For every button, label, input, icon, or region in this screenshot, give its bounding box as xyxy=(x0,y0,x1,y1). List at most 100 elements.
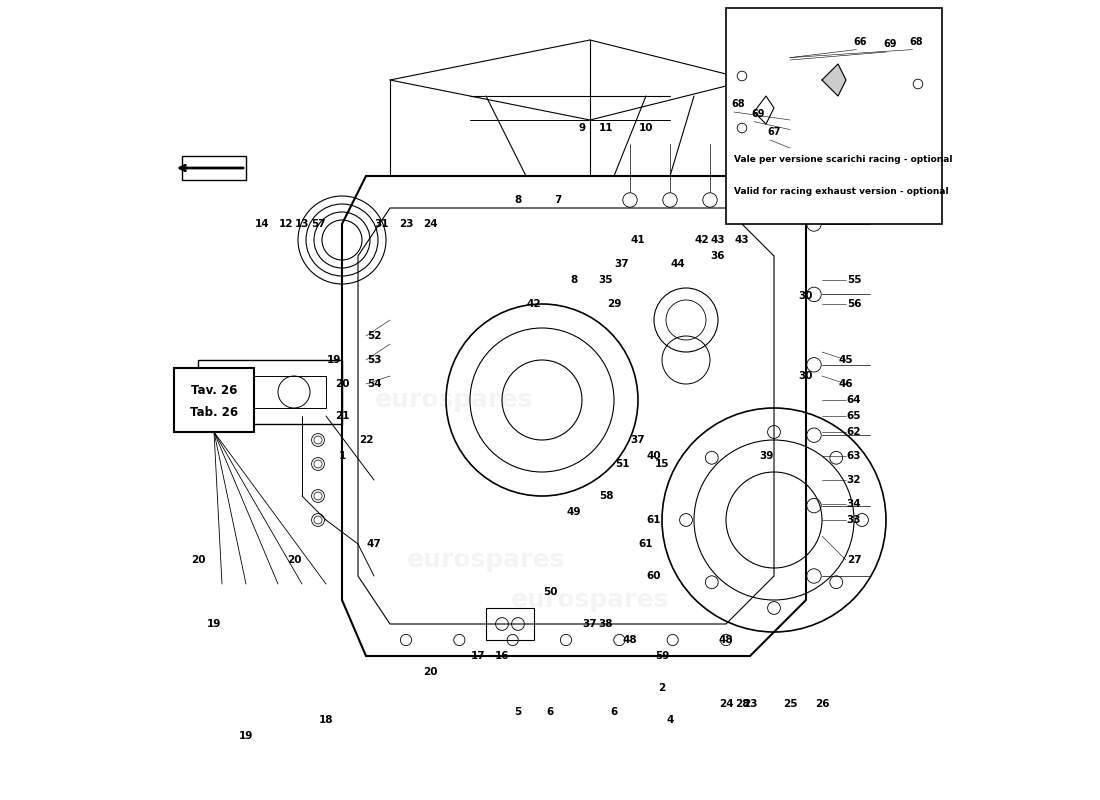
Text: 16: 16 xyxy=(495,651,509,661)
Text: 2: 2 xyxy=(659,683,666,693)
Text: 20: 20 xyxy=(334,379,350,389)
Text: 30: 30 xyxy=(799,371,813,381)
Text: 62: 62 xyxy=(847,427,861,437)
Circle shape xyxy=(314,492,322,500)
Text: 25: 25 xyxy=(783,699,798,709)
Text: 63: 63 xyxy=(847,451,861,461)
Text: eurospares: eurospares xyxy=(375,388,534,412)
Text: 22: 22 xyxy=(359,435,373,445)
Circle shape xyxy=(314,460,322,468)
Bar xyxy=(182,156,246,180)
Text: 67: 67 xyxy=(768,127,781,137)
Text: 59: 59 xyxy=(654,651,669,661)
Text: 8: 8 xyxy=(515,195,521,205)
Text: 58: 58 xyxy=(598,491,614,501)
Text: 43: 43 xyxy=(711,235,725,245)
Text: 45: 45 xyxy=(838,355,854,365)
Text: 37: 37 xyxy=(630,435,646,445)
Text: 69: 69 xyxy=(883,39,896,49)
Text: 41: 41 xyxy=(630,235,646,245)
Text: 54: 54 xyxy=(366,379,382,389)
Text: 10: 10 xyxy=(639,123,653,133)
Text: 36: 36 xyxy=(711,251,725,261)
Text: 19: 19 xyxy=(207,619,221,629)
Text: 35: 35 xyxy=(598,275,614,285)
Bar xyxy=(726,8,942,224)
Text: 50: 50 xyxy=(542,587,558,597)
Text: 24: 24 xyxy=(718,699,734,709)
Polygon shape xyxy=(822,64,846,96)
Text: eurospares: eurospares xyxy=(510,588,669,612)
Text: 48: 48 xyxy=(623,635,637,645)
Text: 31: 31 xyxy=(375,219,389,229)
Text: 33: 33 xyxy=(847,515,861,525)
Text: 14: 14 xyxy=(255,219,270,229)
Text: 49: 49 xyxy=(566,507,581,517)
Text: 34: 34 xyxy=(847,499,861,509)
Text: 6: 6 xyxy=(547,707,553,717)
Text: 19: 19 xyxy=(327,355,341,365)
Text: 37: 37 xyxy=(615,259,629,269)
Text: 28: 28 xyxy=(735,699,749,709)
Text: 61: 61 xyxy=(647,515,661,525)
Text: 1: 1 xyxy=(339,451,345,461)
Text: 48: 48 xyxy=(718,635,734,645)
Text: 11: 11 xyxy=(598,123,614,133)
Text: 52: 52 xyxy=(366,331,382,341)
Text: eurospares: eurospares xyxy=(407,548,565,572)
Text: 55: 55 xyxy=(847,275,861,285)
Text: Tav. 26: Tav. 26 xyxy=(190,384,238,397)
Text: 20: 20 xyxy=(287,555,301,565)
Bar xyxy=(486,608,534,640)
Text: 20: 20 xyxy=(190,555,206,565)
Bar xyxy=(198,360,342,424)
Text: 12: 12 xyxy=(278,219,294,229)
Text: 65: 65 xyxy=(847,411,861,421)
Text: 46: 46 xyxy=(838,379,854,389)
Text: 30: 30 xyxy=(799,291,813,301)
Text: 9: 9 xyxy=(579,123,585,133)
Text: 32: 32 xyxy=(847,475,861,485)
Text: 39: 39 xyxy=(759,451,773,461)
Text: 68: 68 xyxy=(732,99,745,109)
Text: 37: 37 xyxy=(583,619,597,629)
Text: 64: 64 xyxy=(847,395,861,405)
Bar xyxy=(174,368,254,432)
Text: 21: 21 xyxy=(334,411,350,421)
Text: 15: 15 xyxy=(654,459,669,469)
Text: 68: 68 xyxy=(910,37,923,46)
Text: 61: 61 xyxy=(639,539,653,549)
Text: 57: 57 xyxy=(310,219,326,229)
Circle shape xyxy=(314,436,322,444)
Text: 23: 23 xyxy=(742,699,757,709)
Text: 18: 18 xyxy=(319,715,333,725)
Text: 51: 51 xyxy=(615,459,629,469)
Text: Tab. 26: Tab. 26 xyxy=(190,406,238,419)
Text: 42: 42 xyxy=(695,235,710,245)
Circle shape xyxy=(314,516,322,524)
Text: 27: 27 xyxy=(847,555,861,565)
Text: 43: 43 xyxy=(735,235,749,245)
Text: 13: 13 xyxy=(295,219,309,229)
Text: 4: 4 xyxy=(667,715,673,725)
Text: 26: 26 xyxy=(815,699,829,709)
Bar xyxy=(214,376,326,408)
Text: 6: 6 xyxy=(610,707,617,717)
Text: 40: 40 xyxy=(647,451,661,461)
Text: 53: 53 xyxy=(366,355,382,365)
Text: 38: 38 xyxy=(598,619,614,629)
Text: 44: 44 xyxy=(671,259,685,269)
Text: 8: 8 xyxy=(571,275,578,285)
Text: 29: 29 xyxy=(607,299,621,309)
Text: 47: 47 xyxy=(366,539,382,549)
Text: 17: 17 xyxy=(471,651,485,661)
Text: 23: 23 xyxy=(398,219,414,229)
Text: Valid for racing exhaust version - optional: Valid for racing exhaust version - optio… xyxy=(734,187,948,197)
Text: 5: 5 xyxy=(515,707,521,717)
Text: 24: 24 xyxy=(422,219,438,229)
Text: 56: 56 xyxy=(847,299,861,309)
Text: 60: 60 xyxy=(647,571,661,581)
Text: 66: 66 xyxy=(854,37,867,46)
Text: 42: 42 xyxy=(527,299,541,309)
Text: 7: 7 xyxy=(554,195,562,205)
